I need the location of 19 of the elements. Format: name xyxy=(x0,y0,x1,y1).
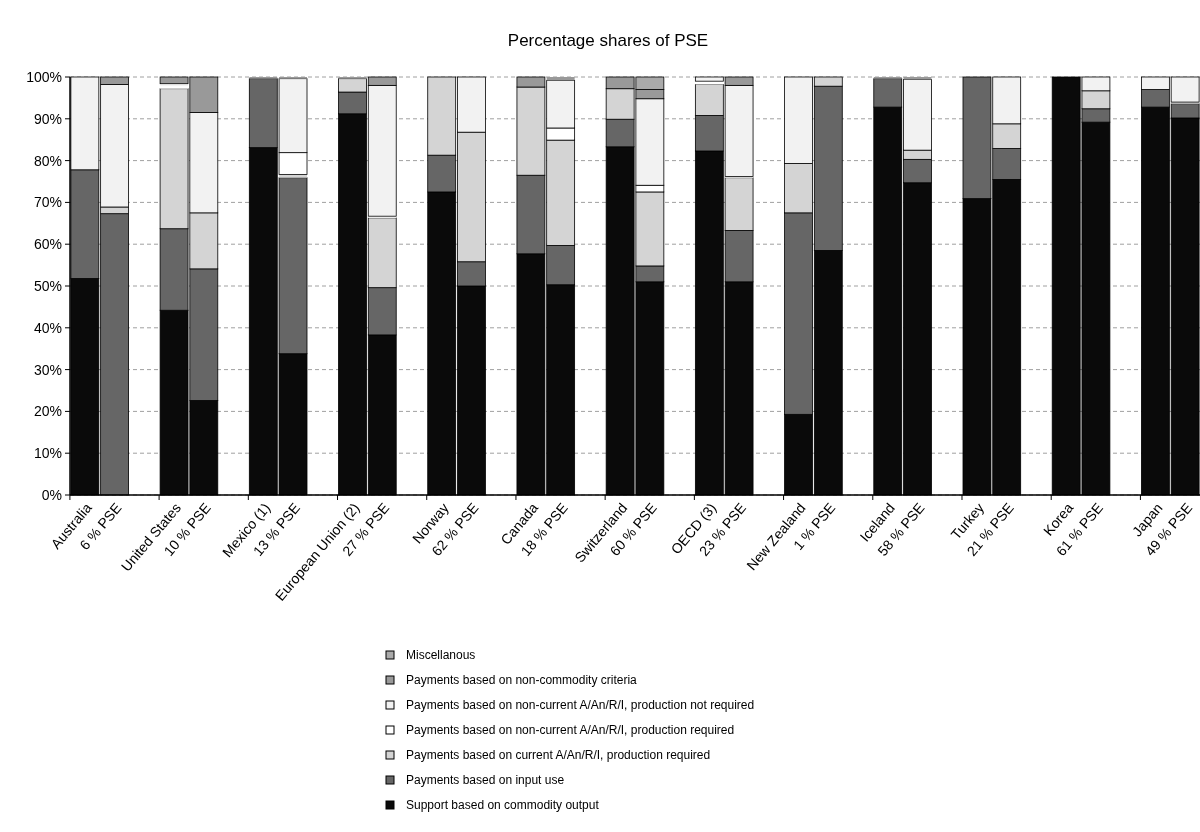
y-tick-label: 50% xyxy=(33,277,62,294)
chart-title: Percentage shares of PSE xyxy=(507,31,709,50)
y-tick-label: 100% xyxy=(26,68,62,85)
legend-label: Payments based on input use xyxy=(406,773,565,788)
y-tick-label: 80% xyxy=(33,152,62,169)
legend-label: Payments based on non-commodity criteria xyxy=(406,673,638,688)
y-tick-label: 30% xyxy=(33,361,62,378)
y-tick-label: 60% xyxy=(33,236,62,253)
y-tick-label: 90% xyxy=(33,110,62,127)
legend-label: Payments based on current A/An/R/I, production required xyxy=(406,748,711,763)
y-tick-label: 10% xyxy=(33,445,62,462)
y-tick-label: 40% xyxy=(33,319,62,336)
legend-label: Payments based on non-current A/An/R/I, production not required xyxy=(406,698,755,713)
y-tick-label: 0% xyxy=(41,486,62,503)
y-tick-label: 20% xyxy=(33,403,62,420)
legend-label: Miscellanous xyxy=(406,648,476,663)
y-tick-label: 70% xyxy=(33,194,62,211)
legend-label: Payments based on non-current A/An/R/I, production required xyxy=(406,723,735,738)
legend-label: Support based on commodity output xyxy=(406,798,600,813)
